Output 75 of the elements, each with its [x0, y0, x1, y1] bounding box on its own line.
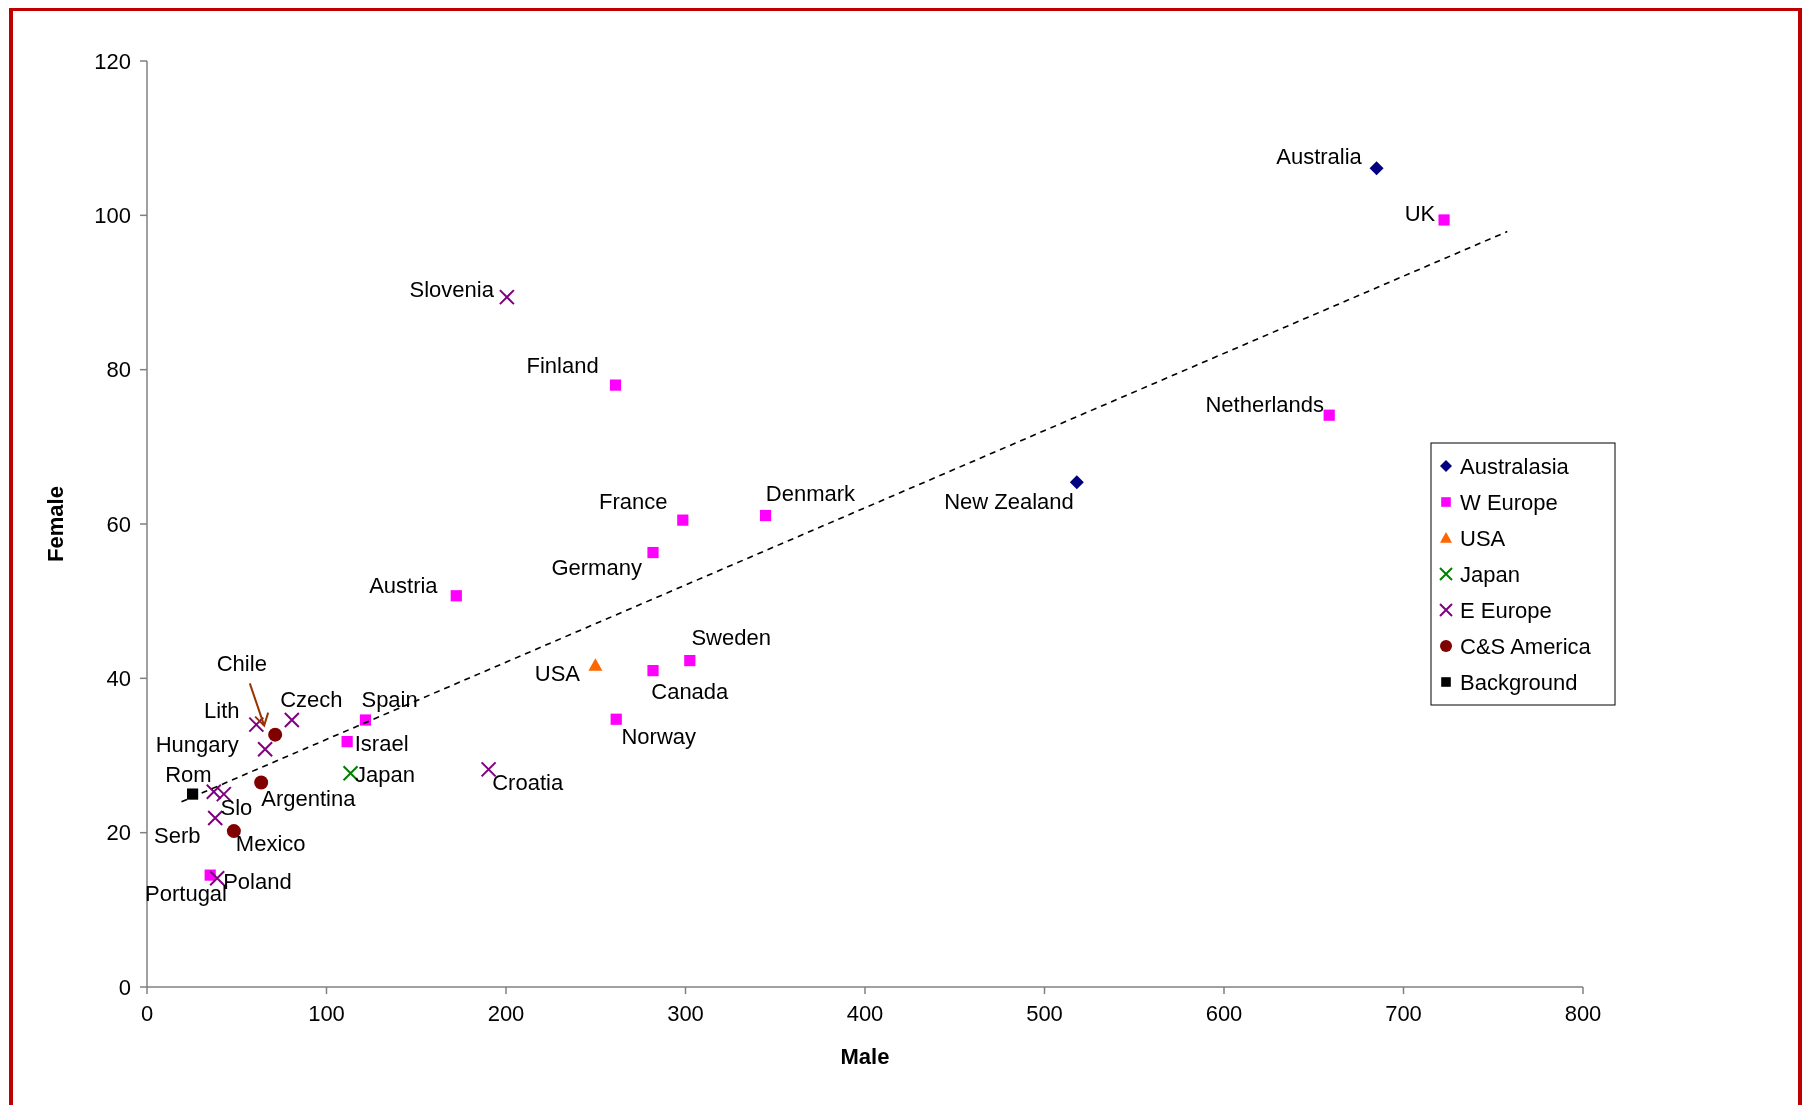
- point: [186, 788, 199, 800]
- x-tick-label: 500: [1026, 1001, 1063, 1026]
- point: [610, 713, 622, 725]
- annotation: Mexico: [235, 831, 306, 857]
- x-tick-label: 100: [308, 1001, 345, 1026]
- x-tick-label: 200: [487, 1001, 525, 1026]
- legend-label: C&S America: [1460, 633, 1592, 659]
- annotation: Slovenia: [409, 276, 495, 302]
- y-axis-title: Female: [43, 486, 68, 562]
- annotation: Czech: [280, 686, 343, 712]
- annotation: Spain: [361, 686, 418, 712]
- annotation: Chile: [216, 650, 267, 676]
- point: [609, 379, 622, 391]
- annotation: Croatia: [492, 769, 564, 795]
- annotation: Norway: [621, 723, 697, 749]
- point: [677, 514, 689, 526]
- annotation: Denmark: [765, 481, 857, 507]
- annotation: Argentina: [261, 786, 357, 812]
- point: [341, 736, 353, 748]
- point: [205, 783, 222, 800]
- annotation: Serb: [154, 822, 201, 848]
- x-axis-title: Male: [840, 1044, 890, 1069]
- point: [684, 654, 696, 667]
- y-tick-label: 60: [106, 511, 131, 537]
- point: [450, 590, 462, 602]
- point: [1438, 214, 1450, 226]
- annotation: Japan: [355, 761, 416, 787]
- annotation: USA: [534, 660, 581, 686]
- point: [254, 775, 269, 790]
- point: [1069, 475, 1084, 490]
- legend-label: E Europe: [1460, 597, 1552, 623]
- x-tick-label: 400: [846, 1001, 884, 1026]
- point: [588, 658, 603, 671]
- y-tick-label: 120: [94, 48, 131, 74]
- point: [257, 741, 274, 758]
- annotation: Germany: [551, 555, 642, 580]
- legend-label: Australasia: [1460, 453, 1570, 479]
- point: [1369, 161, 1384, 176]
- legend-label: Background: [1460, 669, 1578, 695]
- y-tick-label: 20: [106, 820, 131, 846]
- annotation: Austria: [369, 572, 439, 598]
- x-tick-label: 300: [667, 1001, 704, 1026]
- x-tick-label: 0: [140, 1001, 154, 1026]
- y-tick-label: 40: [106, 665, 131, 691]
- legend-label: USA: [1460, 525, 1506, 551]
- annotation: Netherlands: [1205, 392, 1325, 418]
- y-tick-label: 0: [118, 974, 131, 1000]
- x-tick-label: 800: [1564, 1001, 1602, 1026]
- annotation: Australia: [1276, 144, 1363, 170]
- legend-label: Japan: [1460, 561, 1520, 587]
- annotation: France: [599, 489, 668, 515]
- annotation: Rom: [165, 762, 212, 788]
- annotation: Lith: [204, 698, 240, 724]
- annotation: Sweden: [691, 625, 771, 651]
- annotation: Finland: [526, 353, 599, 379]
- y-tick-label: 100: [94, 202, 131, 228]
- legend-label: W Europe: [1460, 489, 1558, 515]
- annotation: Canada: [651, 678, 730, 704]
- point: [759, 509, 772, 522]
- x-tick-label: 700: [1385, 1001, 1422, 1026]
- point: [647, 546, 659, 559]
- annotation: Israel: [354, 731, 409, 757]
- point: [1323, 409, 1335, 421]
- y-tick-label: 80: [106, 357, 131, 383]
- annotation: New Zealand: [944, 489, 1074, 515]
- annotation: UK: [1404, 200, 1436, 226]
- x-tick-label: 600: [1205, 1001, 1243, 1026]
- annotation: Slo: [220, 795, 253, 821]
- point: [283, 712, 300, 728]
- point: [498, 289, 515, 306]
- point: [268, 727, 283, 742]
- point: [647, 665, 659, 677]
- point: [359, 714, 372, 726]
- point: [248, 716, 265, 733]
- annotation: Hungary: [155, 732, 239, 758]
